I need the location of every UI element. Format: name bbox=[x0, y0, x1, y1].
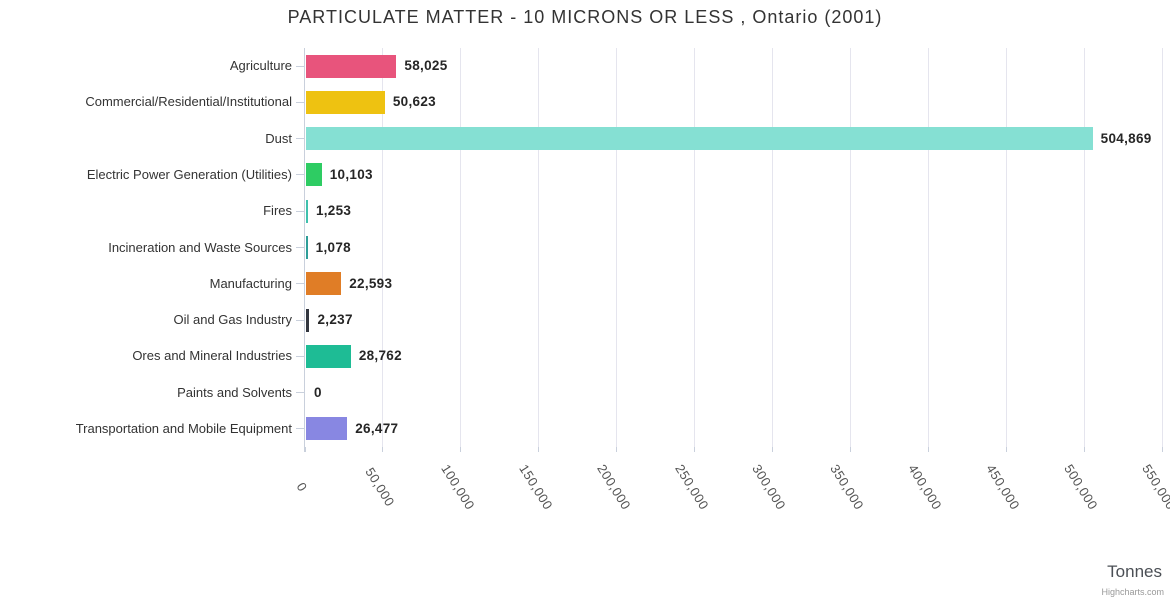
bar[interactable] bbox=[306, 417, 348, 441]
x-axis-tick-label: 550,000 bbox=[1139, 461, 1170, 513]
bar[interactable] bbox=[306, 344, 351, 368]
x-axis-tick bbox=[1083, 447, 1085, 452]
category-tick bbox=[296, 428, 304, 430]
category-tick bbox=[296, 319, 304, 321]
x-axis-tick-label: 400,000 bbox=[905, 461, 946, 513]
highcharts-credit-link[interactable]: Highcharts.com bbox=[1101, 587, 1164, 597]
category-label: Fires bbox=[263, 203, 292, 219]
category-tick bbox=[296, 210, 304, 212]
category-label: Commercial/Residential/Institutional bbox=[85, 94, 292, 110]
bar-value-label: 58,025 bbox=[404, 58, 448, 74]
gridline bbox=[927, 48, 929, 447]
x-axis-tick-label: 300,000 bbox=[749, 461, 790, 513]
bar-value-label: 26,477 bbox=[355, 420, 399, 436]
x-axis-tick bbox=[538, 447, 540, 452]
bar[interactable] bbox=[306, 272, 342, 296]
category-label: Manufacturing bbox=[209, 275, 292, 291]
bar-value-label: 22,593 bbox=[349, 275, 393, 291]
y-axis-line bbox=[304, 48, 305, 452]
bar[interactable] bbox=[306, 90, 385, 114]
x-axis-tick-label: 150,000 bbox=[515, 461, 556, 513]
bar[interactable] bbox=[306, 308, 310, 332]
x-axis-tick bbox=[849, 447, 851, 452]
category-label: Dust bbox=[265, 130, 292, 146]
bar-value-label: 504,869 bbox=[1100, 130, 1152, 146]
bar-value-label: 1,253 bbox=[315, 203, 352, 219]
gridline bbox=[460, 48, 462, 447]
x-axis-tick bbox=[304, 447, 306, 452]
category-tick bbox=[296, 247, 304, 248]
x-axis-tick-label: 450,000 bbox=[983, 461, 1023, 513]
category-label: Oil and Gas Industry bbox=[173, 312, 293, 328]
category-label: Incineration and Waste Sources bbox=[108, 239, 292, 255]
category-label: Electric Power Generation (Utilities) bbox=[86, 166, 292, 182]
category-tick bbox=[296, 65, 304, 67]
category-label: Agriculture bbox=[229, 58, 292, 74]
category-tick bbox=[296, 138, 304, 140]
x-axis-tick bbox=[694, 447, 696, 452]
x-axis-tick bbox=[460, 447, 462, 452]
x-axis-tick bbox=[771, 447, 773, 452]
x-axis-tick-label: 250,000 bbox=[671, 461, 712, 513]
x-axis-tick bbox=[616, 447, 618, 452]
bar[interactable] bbox=[306, 54, 397, 78]
gridline bbox=[849, 48, 851, 447]
chart-title: PARTICULATE MATTER - 10 MICRONS OR LESS … bbox=[287, 7, 883, 27]
category-tick bbox=[296, 392, 304, 394]
bar-value-label: 0 bbox=[314, 384, 322, 400]
x-axis-tick bbox=[1005, 447, 1007, 452]
category-tick bbox=[296, 283, 304, 285]
x-axis-tick bbox=[1161, 447, 1163, 452]
bar[interactable] bbox=[306, 199, 308, 223]
category-label: Paints and Solvents bbox=[177, 384, 292, 400]
gridline bbox=[1083, 48, 1085, 447]
gridline bbox=[616, 48, 618, 447]
gridline bbox=[1161, 48, 1163, 447]
gridline bbox=[382, 48, 384, 447]
bar-value-label: 28,762 bbox=[358, 348, 402, 364]
bar-value-label: 50,623 bbox=[392, 94, 436, 110]
category-tick bbox=[296, 174, 304, 176]
gridline bbox=[538, 48, 540, 447]
category-label: Ores and Mineral Industries bbox=[132, 348, 292, 364]
x-axis-tick-label: 200,000 bbox=[593, 461, 634, 513]
x-axis-tick-label: 0 bbox=[293, 479, 311, 495]
bar[interactable] bbox=[306, 236, 308, 259]
x-axis-tick bbox=[927, 447, 929, 452]
x-axis-tick-label: 350,000 bbox=[827, 461, 868, 513]
gridline bbox=[694, 48, 696, 447]
bar[interactable] bbox=[306, 127, 1093, 151]
bar-value-label: 2,237 bbox=[317, 312, 353, 328]
category-tick bbox=[296, 101, 304, 103]
category-tick bbox=[296, 355, 304, 357]
gridline bbox=[771, 48, 773, 447]
bar-value-label: 1,078 bbox=[315, 239, 351, 255]
bar[interactable] bbox=[306, 163, 322, 187]
category-label: Transportation and Mobile Equipment bbox=[75, 420, 292, 436]
gridline bbox=[1005, 48, 1007, 447]
bar-value-label: 10,103 bbox=[329, 166, 373, 182]
x-axis-tick-label: 500,000 bbox=[1061, 461, 1101, 513]
x-axis-tick bbox=[382, 447, 384, 452]
x-axis-tick-label: 50,000 bbox=[362, 464, 398, 510]
x-axis-title: Tonnes bbox=[1107, 562, 1162, 581]
x-axis-tick-label: 100,000 bbox=[438, 461, 478, 513]
